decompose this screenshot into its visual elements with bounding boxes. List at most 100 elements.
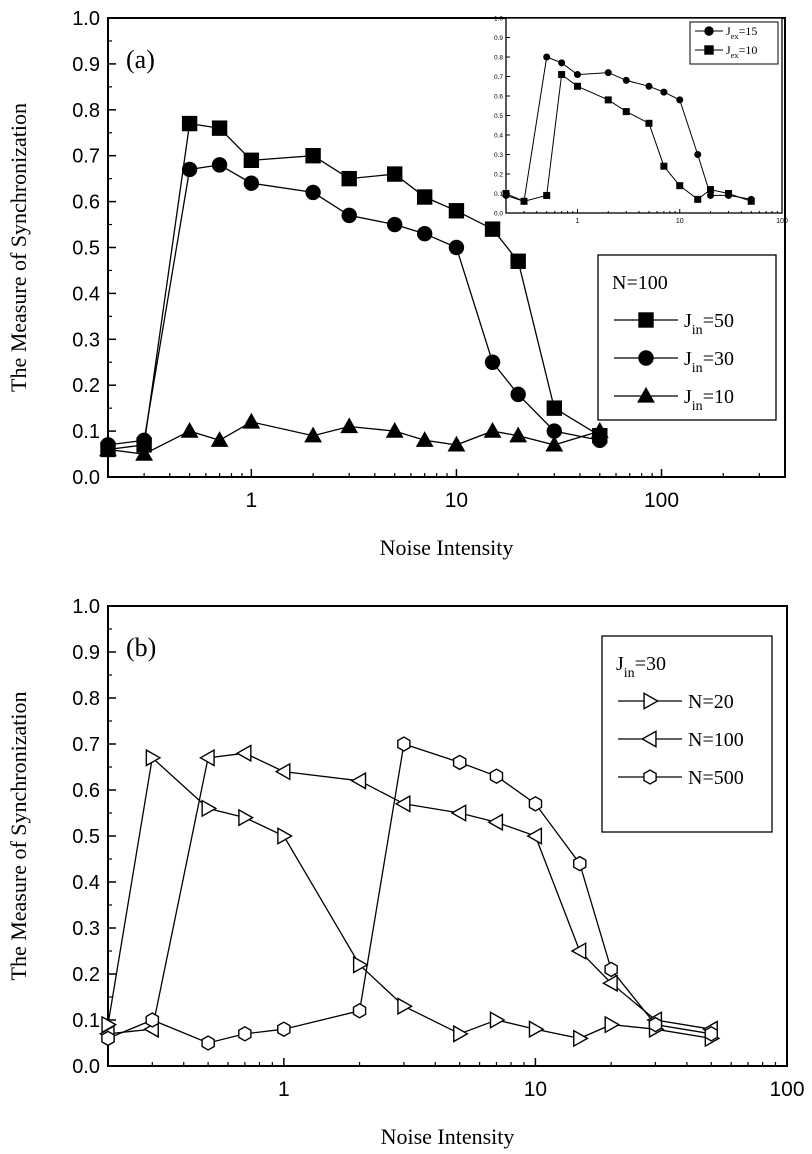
inset-y-tick-label: 0.1: [494, 191, 503, 198]
legend-box: [601, 635, 773, 833]
y-tick-label: 0.5: [72, 238, 100, 260]
x-tick-label: 1: [278, 1078, 290, 1101]
data-point: [416, 226, 433, 242]
data-point: [570, 942, 587, 960]
y-tick-label: 0.1: [72, 421, 100, 443]
data-point: [483, 421, 502, 438]
data-point: [448, 203, 465, 219]
data-point: [341, 170, 357, 187]
data-point: [274, 762, 291, 781]
inset-data-point: [543, 53, 551, 61]
legend-entry: N=500: [688, 767, 744, 789]
inset-data-point: [520, 197, 528, 205]
data-point: [648, 1016, 663, 1033]
y-tick-label: 0.2: [72, 964, 100, 986]
legend-entry: N=100: [688, 729, 744, 751]
data-point: [573, 855, 587, 872]
data-point: [211, 120, 228, 136]
data-point: [397, 736, 411, 752]
y-tick-label: 0.2: [72, 375, 100, 397]
data-point: [415, 431, 434, 447]
legend-entry: N=20: [688, 691, 734, 713]
inset-y-tick-label: 0.3: [494, 152, 503, 159]
inset-data-point: [622, 76, 630, 84]
y-tick-label: 0.6: [72, 192, 100, 214]
data-point: [350, 771, 367, 790]
inset-y-tick-label: 0.7: [494, 74, 503, 81]
data-point: [305, 184, 321, 201]
data-point: [181, 161, 198, 178]
data-point: [277, 827, 293, 845]
legend-marker: [638, 350, 654, 366]
legend-marker: [638, 312, 654, 328]
inset-legend-box: [689, 21, 779, 65]
data-point: [135, 444, 154, 461]
inset-data-point: [694, 150, 702, 158]
x-tick-label: 100: [769, 1078, 804, 1101]
inset-data-point: [747, 197, 755, 205]
data-point: [145, 748, 162, 767]
data-point: [545, 435, 564, 452]
data-point: [487, 813, 504, 832]
data-point: [453, 1024, 469, 1043]
y-tick-label: 0.0: [72, 467, 100, 489]
inset-y-tick-label: 0.8: [494, 55, 503, 62]
inset-x-tick-label: 10: [676, 218, 684, 225]
data-point: [452, 754, 467, 771]
data-point: [242, 412, 261, 429]
y-tick-label: 0.9: [72, 54, 100, 76]
data-point: [238, 808, 254, 827]
data-point: [590, 421, 609, 438]
inset-y-tick-label: 0.0: [494, 211, 503, 218]
data-point: [305, 147, 321, 164]
inset-data-point: [707, 186, 715, 194]
data-point: [210, 431, 229, 447]
data-point: [528, 1020, 545, 1039]
data-point: [99, 440, 117, 457]
data-point: [387, 216, 403, 233]
inset-series-2: [502, 71, 755, 205]
series-3: [101, 736, 718, 1051]
legend-marker: [640, 730, 657, 748]
data-point: [243, 152, 260, 168]
data-point: [238, 1025, 252, 1042]
y-tick-label: 0.8: [72, 688, 100, 710]
data-point: [448, 239, 465, 256]
inset-x-tick-label: 100: [776, 218, 788, 225]
inset-legend-marker: [704, 45, 714, 55]
data-point: [243, 175, 260, 191]
legend-title: Jin=30: [616, 653, 666, 681]
inset-data-point: [660, 88, 668, 96]
legend-entry: Jin=50: [684, 310, 734, 338]
inset-data-point: [707, 191, 715, 199]
data-point: [201, 1035, 215, 1051]
y-tick-label: 0.3: [72, 918, 100, 940]
panel-b: 0.0 0.1 0.2 0.3 0.4 0.5 0.6 0.7 0.8 0.9 1.0 1 10 100 N…: [6, 596, 805, 1149]
inset-data-point: [604, 96, 612, 104]
y-tick-label: 1.0: [72, 8, 100, 30]
inset-y-tick-label: 0.2: [494, 172, 503, 179]
inset-y-tick-label: 1.0: [494, 16, 503, 23]
inset-chart: 0.0 0.1 0.2 0.3 0.4 0.5 0.6 0.7 0.8 0.9 1.0 1 10 100 J…: [494, 16, 788, 226]
inset-x-tick-label: 1: [576, 218, 580, 225]
data-point: [201, 799, 218, 818]
inset-data-point: [645, 119, 653, 127]
data-point: [145, 1012, 160, 1028]
legend: Jin=30 N=20 N=100 N=500: [601, 635, 773, 833]
y-tick-label: 0.5: [72, 826, 100, 848]
data-point: [235, 744, 252, 763]
data-point: [489, 768, 504, 785]
data-point: [602, 974, 618, 993]
y-tick-label: 0.9: [72, 642, 100, 664]
data-point: [704, 1025, 718, 1042]
inset-legend-entry: Jex=10: [726, 43, 757, 60]
inset-data-point: [573, 82, 581, 90]
inset-data-point: [645, 82, 653, 90]
panel-label: (b): [126, 633, 156, 662]
y-tick-label: 0.3: [72, 329, 100, 351]
data-point: [387, 166, 403, 182]
y-tick-label: 1.0: [72, 596, 100, 618]
data-point: [340, 417, 359, 434]
inset-legend-entry: Jex=15: [726, 24, 757, 41]
x-tick-label: 10: [445, 489, 468, 512]
